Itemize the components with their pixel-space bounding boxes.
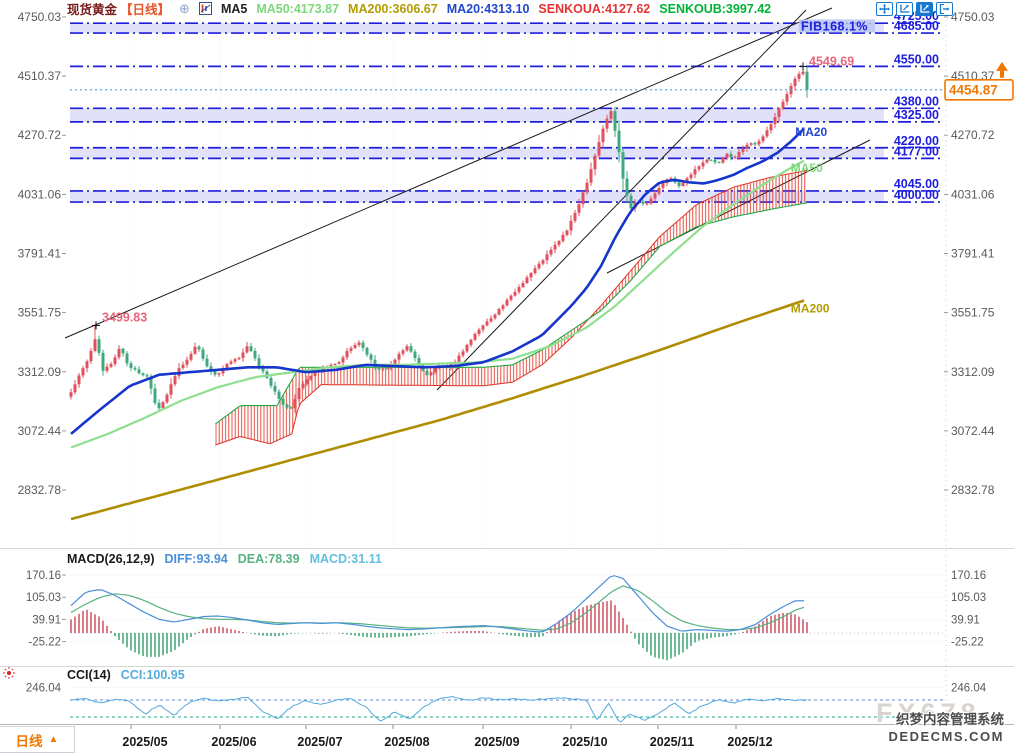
svg-text:2025/10: 2025/10	[562, 735, 607, 749]
svg-text:4685.00: 4685.00	[894, 19, 939, 33]
macd-hist-value: MACD:31.11	[309, 552, 382, 566]
pan-icon[interactable]	[876, 2, 893, 16]
svg-text:4177.00: 4177.00	[894, 144, 939, 158]
svg-text:3312.09: 3312.09	[18, 365, 62, 379]
svg-text:2832.78: 2832.78	[18, 483, 62, 497]
fx678-watermark: FX678	[876, 698, 981, 728]
legend-ma20: MA20:4313.10	[446, 1, 530, 16]
svg-text:3072.44: 3072.44	[951, 424, 995, 438]
svg-text:4270.72: 4270.72	[951, 128, 995, 142]
svg-text:39.91: 39.91	[951, 614, 980, 626]
legend-ma200: MA200:3606.67	[348, 1, 438, 16]
svg-text:4270.72: 4270.72	[18, 128, 62, 142]
live-indicator-icon	[2, 666, 16, 680]
svg-text:39.91: 39.91	[32, 614, 61, 626]
chart-header: 现货黄金 【日线】 ⊕ MA5 MA50:4173.87 MA200:3606.…	[67, 0, 780, 18]
chart-toolbar	[876, 2, 953, 16]
cci-title: CCI(14)	[67, 668, 111, 682]
legend-senkoub: SENKOUB:3997.42	[659, 1, 772, 16]
ma50-line	[70, 159, 805, 449]
svg-text:FIB168.1%: FIB168.1%	[801, 19, 868, 33]
annotations: FIB168.1% 4549.69 3499.83 MA20 MA50 MA200	[92, 19, 875, 330]
svg-text:2025/11: 2025/11	[650, 735, 695, 749]
macd-header: MACD(26,12,9) DIFF:93.94 DEA:78.39 MACD:…	[67, 552, 392, 566]
svg-text:3791.41: 3791.41	[951, 246, 995, 260]
svg-text:MA20: MA20	[795, 125, 827, 139]
svg-text:170.16: 170.16	[26, 570, 61, 582]
svg-text:3072.44: 3072.44	[18, 424, 62, 438]
svg-text:4380.00: 4380.00	[894, 94, 939, 108]
ichimoku-cloud	[214, 170, 808, 446]
legend-ma5: MA5	[220, 1, 248, 16]
macd-title: MACD(26,12,9)	[67, 552, 155, 566]
period-tag: 【日线】	[120, 3, 171, 17]
svg-text:3791.41: 3791.41	[18, 246, 62, 260]
add-indicator-icon[interactable]: ⊕	[179, 0, 190, 16]
level-labels: 4725.004685.004550.004380.004325.004220.…	[894, 9, 939, 202]
watermark-line2: DEDECMS.COM	[888, 728, 1004, 744]
macd-pane: 170.16 170.16 105.03 105.03 39.91 39.91 -25.22…	[26, 570, 986, 661]
svg-text:2025/12: 2025/12	[727, 735, 772, 749]
svg-text:2025/05: 2025/05	[122, 735, 167, 749]
axis-scale-icon[interactable]	[896, 2, 913, 16]
symbol-name: 现货黄金	[67, 3, 118, 17]
cci-value: CCI:100.95	[120, 668, 185, 682]
price-levels	[70, 22, 943, 203]
svg-text:3551.75: 3551.75	[18, 306, 62, 320]
svg-text:4000.00: 4000.00	[894, 188, 939, 202]
svg-text:4750.03: 4750.03	[18, 10, 62, 24]
svg-text:4750.03: 4750.03	[951, 10, 995, 24]
chart-type-icon[interactable]	[198, 2, 212, 15]
svg-text:MA50: MA50	[791, 161, 823, 175]
svg-text:4031.06: 4031.06	[951, 187, 995, 201]
legend-senkoua: SENKOUA:4127.62	[538, 1, 651, 16]
legend-ma50: MA50:4173.87	[256, 1, 340, 16]
ma20-line	[70, 127, 806, 435]
auto-scale-icon[interactable]	[916, 2, 933, 16]
month-gridlines	[130, 16, 737, 545]
svg-text:-25.22: -25.22	[951, 637, 984, 649]
svg-text:4454.87: 4454.87	[949, 82, 998, 97]
macd-diff-value: DIFF:93.94	[164, 552, 228, 566]
ma200-line	[70, 299, 805, 521]
svg-text:105.03: 105.03	[951, 592, 986, 604]
svg-text:4550.00: 4550.00	[894, 52, 939, 66]
level-bands	[70, 23, 884, 203]
svg-text:MA200: MA200	[791, 301, 830, 315]
svg-text:246.04: 246.04	[951, 683, 987, 695]
timeframe-button[interactable]: 日线 ▲	[0, 726, 75, 753]
svg-text:2025/06: 2025/06	[211, 735, 256, 749]
pane-separators	[0, 548, 1014, 725]
cci-pane: 246.04 246.04	[26, 683, 987, 723]
svg-text:4510.37: 4510.37	[18, 69, 62, 83]
time-axis: 2025/05 2025/06 2025/07 2025/08 2025/09 2025/…	[122, 725, 773, 749]
svg-text:170.16: 170.16	[951, 570, 986, 582]
exit-fullscreen-icon[interactable]	[936, 2, 953, 16]
svg-text:4325.00: 4325.00	[894, 108, 939, 122]
svg-text:4045.00: 4045.00	[894, 177, 939, 191]
svg-text:3551.75: 3551.75	[951, 306, 995, 320]
svg-text:3312.09: 3312.09	[951, 365, 995, 379]
svg-text:4031.06: 4031.06	[18, 187, 62, 201]
svg-text:-25.22: -25.22	[28, 637, 61, 649]
svg-text:3499.83: 3499.83	[102, 310, 147, 324]
timeframe-label: 日线	[15, 733, 43, 749]
svg-text:246.04: 246.04	[26, 683, 62, 695]
svg-text:105.03: 105.03	[26, 592, 61, 604]
svg-text:2025/08: 2025/08	[384, 735, 429, 749]
svg-text:4549.69: 4549.69	[809, 54, 854, 68]
dedecms-watermark: 织梦内容管理系统 DEDECMS.COM	[889, 711, 1004, 745]
svg-text:4220.00: 4220.00	[894, 134, 939, 148]
cci-header: CCI(14) CCI:100.95	[67, 668, 195, 682]
svg-text:2025/07: 2025/07	[297, 735, 342, 749]
watermark-line1: 织梦内容管理系统	[896, 712, 1004, 727]
svg-text:2025/09: 2025/09	[474, 735, 519, 749]
chevron-up-icon: ▲	[48, 734, 59, 745]
current-price: 4454.87	[70, 61, 1014, 101]
svg-text:2832.78: 2832.78	[951, 483, 995, 497]
macd-dea-value: DEA:78.39	[237, 552, 300, 566]
